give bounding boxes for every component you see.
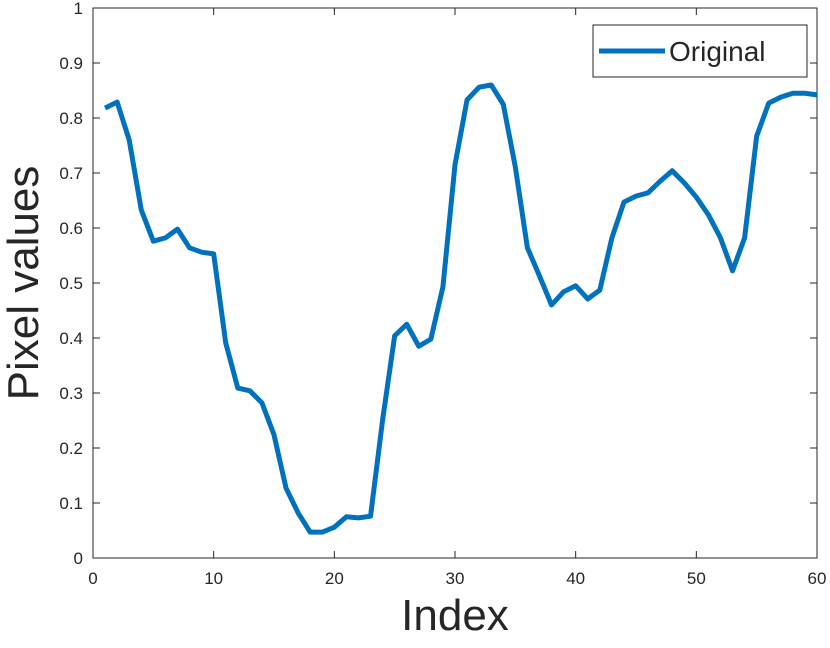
y-tick-label: 1: [74, 0, 83, 18]
x-tick-label: 60: [808, 569, 827, 588]
y-tick-label: 0.5: [59, 274, 83, 293]
y-tick-label: 0.4: [59, 329, 83, 348]
legend: Original: [592, 24, 808, 78]
y-tick-label: 0.6: [59, 219, 83, 238]
legend-label: Original: [669, 36, 765, 67]
x-axis-label: Index: [401, 591, 509, 640]
line: [103, 82, 818, 535]
y-tick-label: 0: [74, 549, 83, 568]
x-tick-label: 20: [325, 569, 344, 588]
y-tick-label: 0.8: [59, 109, 83, 128]
x-tick-label: 10: [204, 569, 223, 588]
x-tick-label: 30: [446, 569, 465, 588]
y-tick-label: 0.1: [59, 494, 83, 513]
x-tick-label: 50: [687, 569, 706, 588]
plot-area: [92, 7, 818, 559]
y-tick-label: 0.2: [59, 439, 83, 458]
x-tick-label: 40: [566, 569, 585, 588]
y-tick-label: 0.9: [59, 54, 83, 73]
y-axis-label: Pixel values: [0, 166, 48, 401]
y-tick-label: 0.7: [59, 164, 83, 183]
x-tick-label: 0: [88, 569, 97, 588]
y-tick-label: 0.3: [59, 384, 83, 403]
